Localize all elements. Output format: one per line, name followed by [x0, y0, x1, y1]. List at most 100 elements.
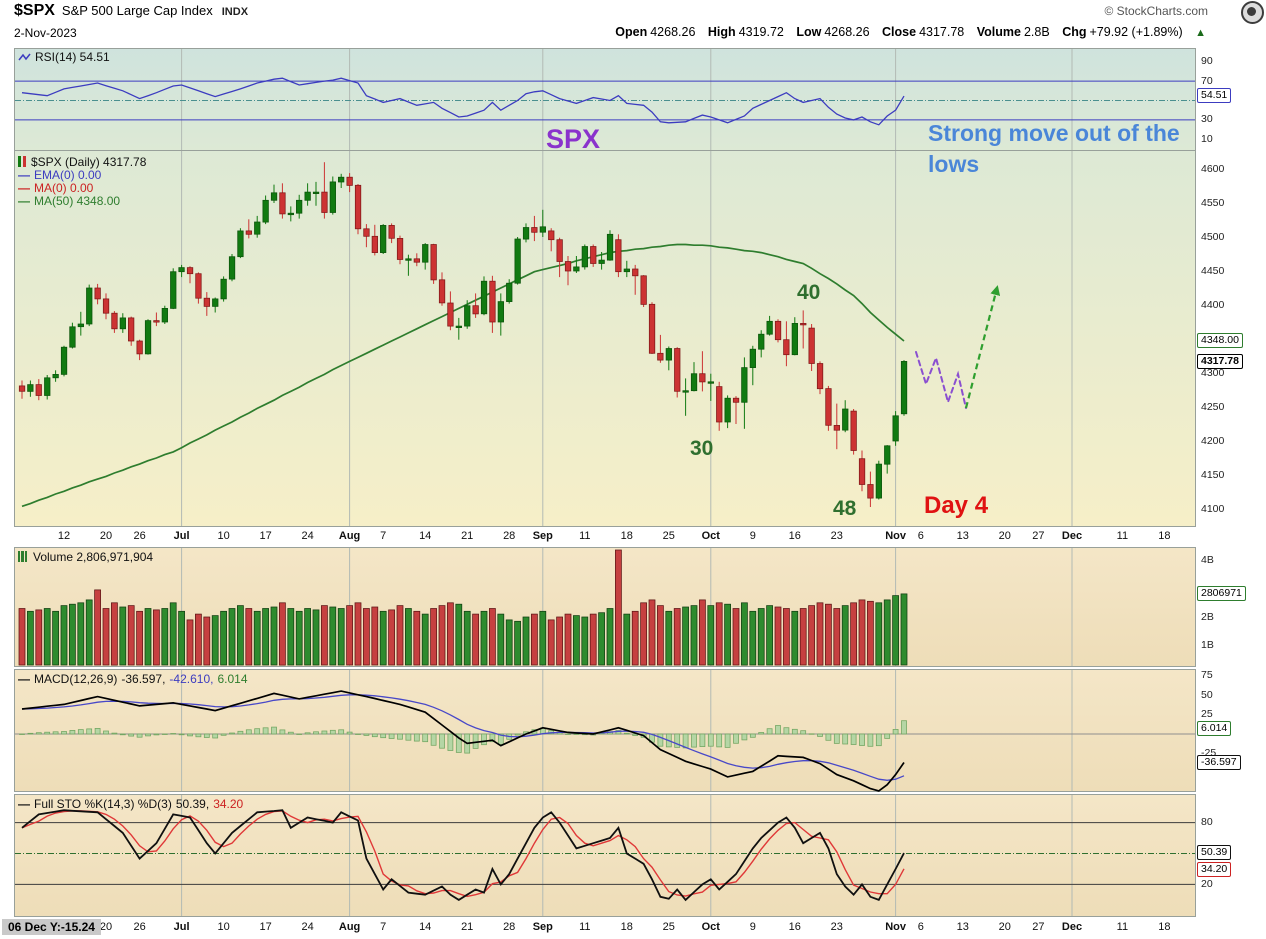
y-axis-label: 4550 [1201, 197, 1225, 210]
y-axis-label: 4250 [1201, 401, 1225, 414]
x-tick-label: 18 [1158, 921, 1171, 933]
y-axis-label: 4350 [1201, 333, 1225, 346]
high-label: High [707, 25, 736, 39]
close-value: 4317.78 [919, 25, 965, 39]
axis-value-badge: 6.014 [1197, 721, 1232, 737]
ema-legend-label: EMA(0) 0.00 [34, 167, 102, 182]
x-tick-label: Nov [885, 921, 906, 933]
chart-header: $SPX S&P 500 Large Cap Index INDX [14, 2, 248, 20]
low-value: 4268.26 [824, 25, 870, 39]
annotation-30: 30 [690, 437, 714, 460]
sto-line-swatch: — [18, 796, 30, 811]
x-tick-label: 21 [461, 921, 474, 933]
x-tick-label: 9 [749, 921, 756, 933]
y-axis-label: 1B [1201, 639, 1214, 651]
x-tick-label: 11 [1116, 921, 1129, 933]
x-tick-label: 18 [620, 530, 633, 542]
symbol: $SPX [14, 2, 55, 19]
rsi-legend-icon [18, 53, 31, 60]
candlestick-icon [18, 156, 27, 167]
x-tick-label: Oct [701, 530, 720, 542]
x-tick-label: Aug [338, 530, 361, 542]
sto-k-value: 50.39, [175, 796, 210, 811]
macd-legend-name: MACD(12,26,9) [34, 671, 118, 686]
sto-legend-name: Full STO %K(14,3) %D(3) [34, 796, 172, 811]
axis-value-badge: 54.51 [1197, 88, 1232, 104]
open-label: Open [615, 25, 648, 39]
ma50-line-swatch: — [18, 193, 30, 208]
y-axis-label: 90 [1201, 55, 1213, 68]
y-axis-label: 4500 [1201, 231, 1225, 244]
x-tick-label: 21 [461, 530, 474, 542]
price-legend-label: $SPX (Daily) 4317.78 [31, 154, 147, 169]
macd-legend: — MACD(12,26,9) -36.597, -42.610, 6.014 [18, 671, 248, 686]
price-panel[interactable] [14, 150, 1196, 527]
x-tick-label: 11 [1116, 530, 1129, 542]
annotation-40: 40 [797, 281, 821, 304]
rsi-legend-label: RSI(14) 54.51 [35, 49, 110, 64]
annotation-48: 48 [833, 497, 857, 520]
price-legend: $SPX (Daily) 4317.78 — EMA(0) 0.00 — MA(… [18, 154, 147, 208]
y-axis-label: 4150 [1201, 469, 1225, 482]
x-tick-label: 6 [917, 921, 924, 933]
y-axis-label: 25 [1201, 708, 1213, 720]
x-tick-label: 7 [380, 530, 387, 542]
chart-date: 2-Nov-2023 [14, 26, 77, 40]
symbol-name: S&P 500 Large Cap Index [61, 3, 213, 18]
y-axis-label: 20 [1201, 877, 1213, 890]
x-tick-label: 17 [259, 530, 272, 542]
y-axis-label: 4B [1201, 553, 1214, 566]
x-tick-label: 20 [998, 921, 1011, 933]
x-tick-label: Aug [338, 921, 361, 933]
x-tick-label: 27 [1032, 921, 1045, 933]
volume-label: Volume [976, 25, 1021, 39]
x-tick-label: Dec [1061, 921, 1083, 933]
volume-value: 2.8B [1023, 25, 1050, 39]
change-up-arrow-icon: ▲ [1195, 27, 1206, 39]
y-axis-label: 75 [1201, 669, 1213, 681]
crosshair-readout: 06 Dec Y:-15.24 [2, 919, 101, 935]
corner-logo-icon[interactable] [1241, 1, 1264, 24]
annotation-day4: Day 4 [924, 492, 989, 519]
copyright: © StockCharts.com [1104, 4, 1208, 18]
y-axis-label: 50 [1201, 688, 1213, 701]
open-value: 4268.26 [650, 25, 696, 39]
x-tick-label: 16 [788, 921, 801, 933]
x-tick-label: 20 [998, 530, 1011, 542]
x-tick-label: 26 [133, 921, 146, 933]
y-axis-label: 4300 [1201, 367, 1225, 380]
volume-legend: Volume 2,806,971,904 [18, 550, 153, 564]
x-tick-label: 28 [503, 530, 516, 542]
quote-summary: Open 4268.26 High 4319.72 Low 4268.26 Close… [615, 25, 1206, 39]
y-axis-label: 4450 [1201, 265, 1225, 278]
macd-panel[interactable] [14, 669, 1196, 792]
chg-value: +79.92 (+1.89%) [1089, 25, 1183, 39]
y-axis-label: 70 [1201, 74, 1213, 87]
axis-value-badge: -36.597 [1197, 754, 1241, 770]
x-tick-label: 25 [662, 530, 675, 542]
sto-d-value: 34.20 [213, 796, 244, 811]
volume-legend-icon [18, 551, 29, 562]
x-tick-label: 10 [217, 530, 230, 542]
volume-panel[interactable] [14, 547, 1196, 667]
ma0-legend-label: MA(0) 0.00 [34, 180, 94, 195]
macd-value: -36.597, [121, 671, 166, 686]
y-axis-label: 4600 [1201, 163, 1225, 176]
x-tick-label: 16 [788, 530, 801, 542]
macd-line-swatch: — [18, 671, 30, 686]
x-tick-label: 6 [917, 530, 924, 542]
y-axis-label: 4400 [1201, 299, 1225, 312]
x-tick-label: 26 [133, 530, 146, 542]
rsi-legend: RSI(14) 54.51 [18, 49, 110, 64]
y-axis-label: 4100 [1201, 503, 1225, 516]
x-tick-label: 28 [503, 921, 516, 933]
ma50-legend-label: MA(50) 4348.00 [34, 193, 121, 208]
x-tick-label: 10 [217, 921, 230, 933]
y-axis-label: 80 [1201, 816, 1213, 829]
ema-line-swatch: — [18, 167, 30, 182]
stochastics-panel[interactable] [14, 794, 1196, 917]
y-axis-label: 30 [1201, 113, 1213, 126]
x-tick-label: 24 [301, 921, 314, 933]
macd-hist-value: 6.014 [217, 671, 248, 686]
